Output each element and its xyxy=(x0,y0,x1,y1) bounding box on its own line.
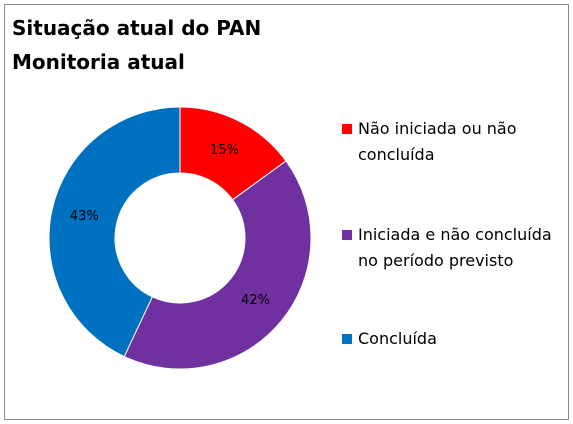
value-label: 42% xyxy=(241,293,270,308)
value-label: 15% xyxy=(210,143,239,158)
legend-swatch xyxy=(342,230,352,240)
legend-swatch xyxy=(342,124,352,134)
legend-label: Concluída xyxy=(358,329,437,348)
legend-item: Concluída xyxy=(342,326,557,352)
legend-label: Iniciada e não concluída no período prev… xyxy=(358,225,552,270)
chart-subtitle: Monitoria atual xyxy=(12,50,185,74)
donut-slice xyxy=(123,160,312,370)
legend-item: Não iniciada ou não concluída xyxy=(342,116,557,168)
chart-title: Situação atual do PAN xyxy=(12,16,262,40)
legend-swatch xyxy=(342,334,352,344)
value-label: 43% xyxy=(70,209,99,224)
legend-label: Não iniciada ou não concluída xyxy=(358,119,517,164)
legend-item: Iniciada e não concluída no período prev… xyxy=(342,222,557,274)
donut-slice xyxy=(48,106,181,358)
